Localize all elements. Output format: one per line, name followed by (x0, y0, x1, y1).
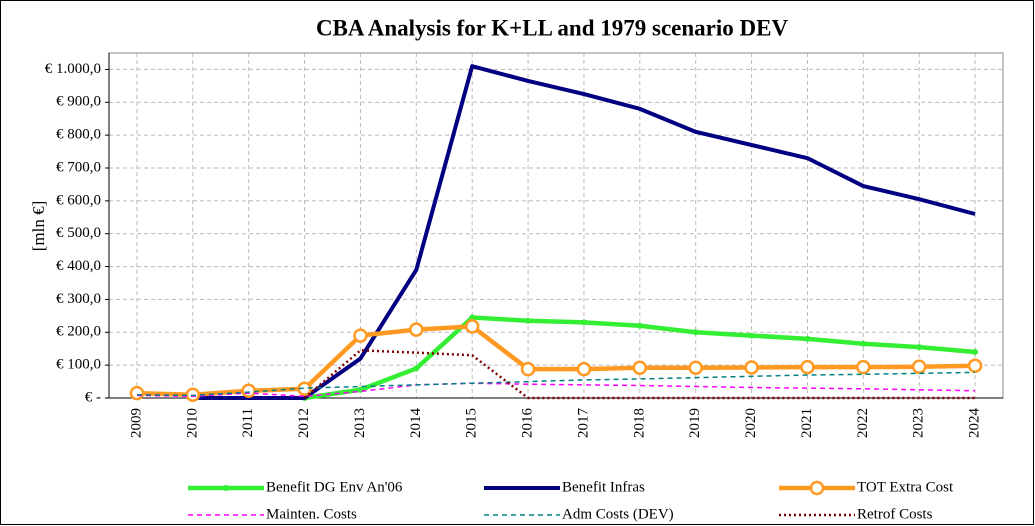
data-point (911, 359, 927, 375)
legend-label: Mainten. Costs (266, 506, 357, 522)
x-tick-label: 2016 (520, 408, 536, 439)
series-line (192, 64, 976, 400)
y-tick-label: € 400,0 (56, 258, 101, 274)
y-axis-label: [mln €] (29, 201, 48, 252)
series-line (303, 349, 976, 400)
series-line (136, 382, 976, 398)
series-line (136, 371, 976, 397)
legend-label: Benefit Infras (562, 479, 645, 495)
x-tick-label: 2020 (743, 408, 759, 438)
data-point (353, 328, 368, 343)
y-tick-label: € 100,0 (56, 357, 101, 373)
data-point (860, 340, 867, 347)
data-point (748, 332, 755, 339)
y-tick-label: € 900,0 (56, 94, 101, 110)
x-tick-label: 2024 (967, 408, 983, 439)
chart-title: CBA Analysis for K+LL and 1979 scenario … (316, 15, 789, 40)
data-point (413, 365, 420, 372)
data-point (580, 319, 587, 326)
data-point (525, 317, 532, 324)
x-tick-label: 2012 (296, 408, 312, 438)
data-point (297, 381, 312, 397)
data-point (241, 383, 256, 399)
data-point (632, 360, 648, 376)
x-tick-label: 2009 (128, 408, 144, 438)
y-tick-label: € 700,0 (56, 159, 101, 175)
data-point (856, 359, 871, 375)
data-point (916, 344, 923, 351)
data-point (520, 361, 536, 377)
x-tick-label: 2018 (631, 408, 647, 438)
data-point (800, 359, 815, 375)
y-tick-label: € 600,0 (56, 192, 101, 208)
x-tick-label: 2021 (799, 408, 815, 438)
data-point (744, 360, 759, 375)
legend-label: Benefit DG Env An'06 (266, 479, 403, 495)
data-point (576, 361, 592, 377)
legend-marker (809, 480, 825, 496)
legend-marker (223, 485, 229, 491)
data-point (688, 360, 703, 376)
y-tick-label: € 1.000,0 (45, 61, 101, 77)
data-point (692, 329, 699, 336)
data-point (409, 322, 424, 337)
y-tick-label: € 500,0 (56, 225, 101, 241)
legend-label: Adm Costs (DEV) (562, 506, 674, 522)
x-tick-label: 2014 (408, 408, 424, 439)
x-tick-label: 2015 (464, 408, 480, 438)
data-point (804, 335, 811, 342)
x-tick-label: 2019 (687, 408, 703, 438)
x-tick-label: 2010 (184, 408, 200, 438)
data-point (972, 349, 979, 355)
data-point (464, 319, 480, 334)
legend-label: Retrof Costs (857, 506, 933, 522)
x-tick-label: 2023 (911, 408, 927, 438)
data-point (967, 358, 983, 374)
x-tick-label: 2011 (240, 408, 256, 437)
plot-area (108, 52, 1004, 399)
x-tick-label: 2013 (352, 408, 368, 438)
x-tick-label: 2017 (575, 408, 591, 439)
y-tick-label: € - (85, 389, 101, 405)
data-point (636, 322, 643, 329)
legend-label: TOT Extra Cost (857, 479, 954, 495)
y-tick-label: € 300,0 (56, 291, 101, 307)
data-point (129, 385, 145, 401)
y-tick-label: € 200,0 (56, 324, 101, 340)
y-tick-label: € 800,0 (56, 127, 101, 143)
x-tick-label: 2022 (855, 408, 871, 438)
